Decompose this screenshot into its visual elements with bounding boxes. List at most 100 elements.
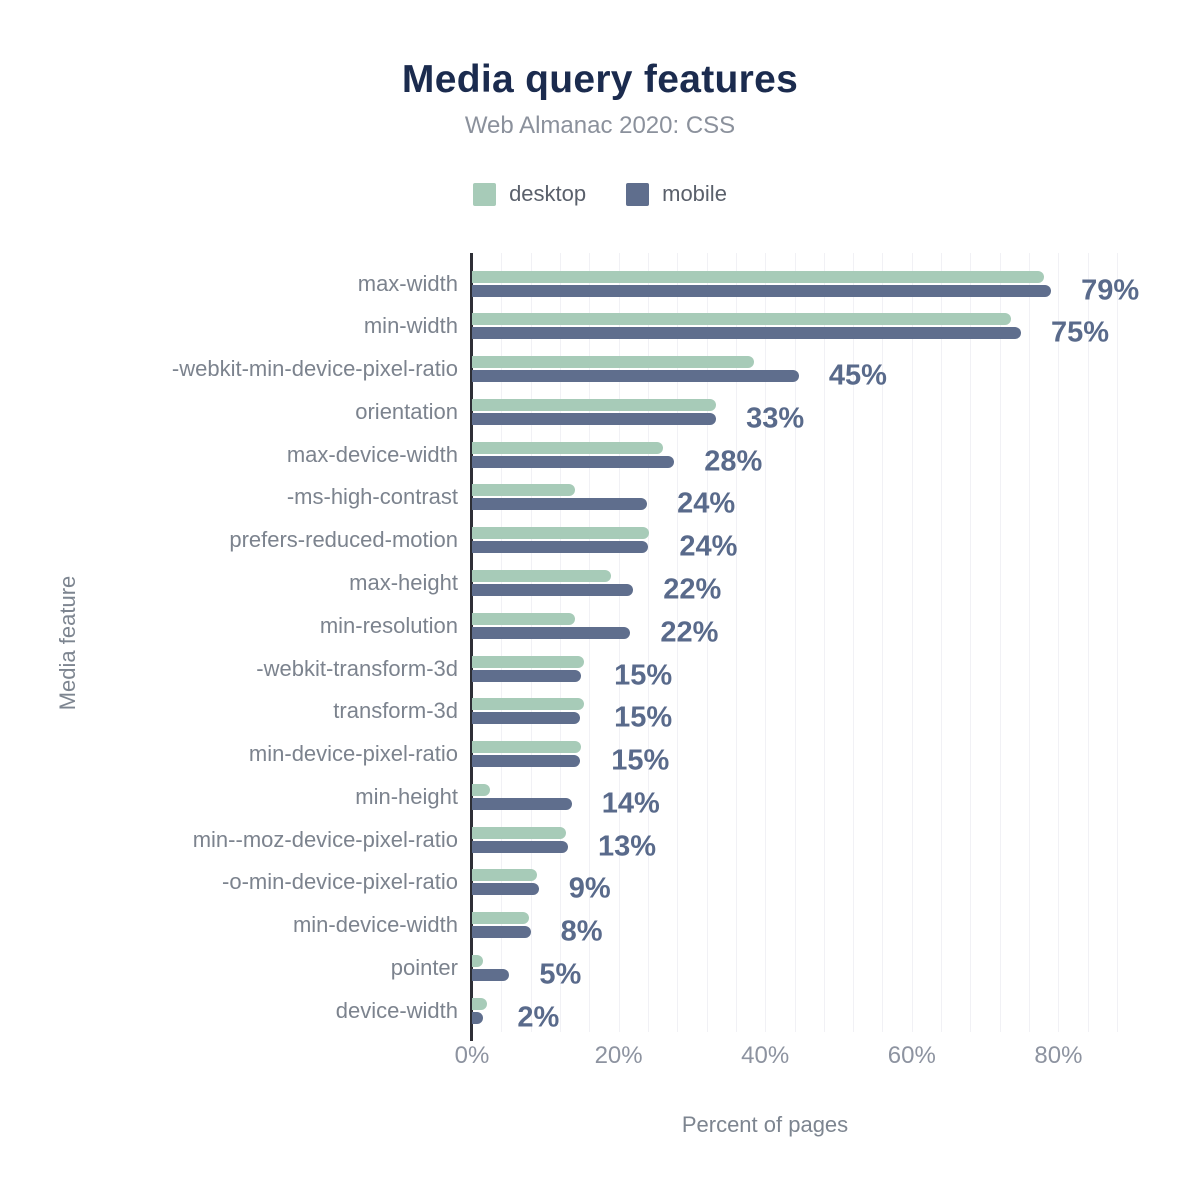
gridline [1029, 253, 1031, 1032]
category-label: -webkit-transform-3d [256, 655, 458, 681]
desktop-bar [472, 655, 585, 668]
mobile-bar [472, 755, 581, 768]
mobile-bar [472, 626, 631, 639]
value-label: 24% [679, 530, 738, 563]
mobile-bar [472, 412, 717, 425]
mobile-bar [472, 797, 572, 810]
legend-label-mobile: mobile [662, 181, 727, 206]
category-label: min-resolution [319, 612, 458, 638]
value-label: 15% [614, 659, 673, 691]
value-label: 13% [598, 830, 657, 863]
category-label: min-device-width [292, 912, 458, 938]
x-tick-label: 60% [887, 1042, 936, 1069]
value-label: 22% [663, 573, 722, 606]
value-label: 79% [1081, 274, 1140, 306]
mobile-bar [472, 712, 581, 725]
category-label: prefers-reduced-motion [229, 527, 458, 553]
desktop-bar [472, 741, 582, 754]
gridline [794, 253, 796, 1032]
legend-item-desktop: desktop [473, 181, 586, 207]
desktop-bar [472, 698, 585, 711]
gridline [647, 253, 649, 1032]
category-label: max-device-width [286, 441, 458, 467]
mobile-bar [472, 883, 539, 896]
category-label: -webkit-min-device-pixel-ratio [171, 356, 458, 382]
chart-legend: desktop mobile [0, 181, 1200, 207]
value-label: 15% [614, 701, 673, 734]
mobile-bar [472, 327, 1022, 340]
chart-title: Media query features [401, 58, 799, 101]
gridline [589, 253, 591, 1032]
category-label: orientation [355, 398, 458, 424]
mobile-bar [472, 669, 582, 682]
x-tick-label: 0% [454, 1042, 490, 1069]
gridline [501, 253, 503, 1032]
desktop-bar [472, 869, 538, 882]
x-tick-label: 80% [1034, 1042, 1083, 1069]
gridline [999, 253, 1001, 1032]
category-label: device-width [335, 997, 458, 1023]
desktop-swatch-icon [473, 182, 497, 206]
value-label: 75% [1051, 316, 1110, 349]
desktop-bar [472, 826, 566, 839]
category-label: min--moz-device-pixel-ratio [192, 826, 458, 852]
chart-subtitle: Web Almanac 2020: CSS [464, 112, 736, 139]
mobile-bar [472, 926, 531, 939]
gridline [941, 253, 943, 1032]
legend-label-desktop: desktop [509, 181, 587, 206]
gridline [823, 253, 825, 1032]
desktop-bar [472, 356, 755, 369]
category-label: min-width [363, 313, 458, 339]
gridline [530, 253, 532, 1032]
mobile-bar [472, 583, 634, 596]
mobile-bar [472, 840, 569, 853]
x-tick-label: 20% [594, 1042, 643, 1069]
mobile-bar [472, 1011, 483, 1024]
category-label: transform-3d [333, 698, 458, 724]
value-label: 28% [704, 445, 763, 478]
x-axis-title: Percent of pages [681, 1112, 849, 1137]
gridline [618, 253, 620, 1032]
mobile-swatch-icon [626, 182, 650, 206]
desktop-bar [472, 612, 576, 625]
y-axis-line [470, 253, 473, 1032]
mobile-bar [472, 541, 648, 554]
gridline [1058, 253, 1060, 1032]
gridline [1117, 253, 1119, 1032]
desktop-bar [472, 484, 576, 497]
x-tick-label: 40% [741, 1042, 790, 1069]
gridline [853, 253, 855, 1032]
category-label: -o-min-device-pixel-ratio [222, 869, 458, 895]
gridline [677, 253, 679, 1032]
value-label: 24% [677, 487, 736, 520]
category-label: -ms-high-contrast [286, 484, 458, 510]
category-label: min-height [355, 783, 458, 809]
gridline [765, 253, 767, 1032]
legend-item-mobile: mobile [626, 181, 727, 207]
gridline [559, 253, 561, 1032]
value-label: 8% [560, 915, 603, 948]
value-label: 15% [611, 744, 670, 777]
gridline [911, 253, 913, 1032]
value-label: 2% [517, 1001, 560, 1034]
desktop-bar [472, 270, 1044, 283]
desktop-bar [472, 912, 530, 925]
desktop-bar [472, 441, 663, 454]
category-label: min-device-pixel-ratio [248, 741, 458, 767]
value-label: 22% [660, 616, 719, 649]
category-label: max-height [349, 569, 458, 595]
x-axis-zero-tick [470, 1032, 473, 1041]
mobile-bar [472, 284, 1052, 297]
desktop-bar [472, 997, 488, 1010]
gridline [735, 253, 737, 1032]
category-label: max-width [357, 270, 458, 296]
mobile-bar [472, 455, 675, 468]
gridline [882, 253, 884, 1032]
gridline [1087, 253, 1089, 1032]
desktop-bar [472, 954, 483, 967]
value-label: 45% [828, 359, 887, 392]
desktop-bar [472, 783, 491, 796]
mobile-bar [472, 968, 510, 981]
